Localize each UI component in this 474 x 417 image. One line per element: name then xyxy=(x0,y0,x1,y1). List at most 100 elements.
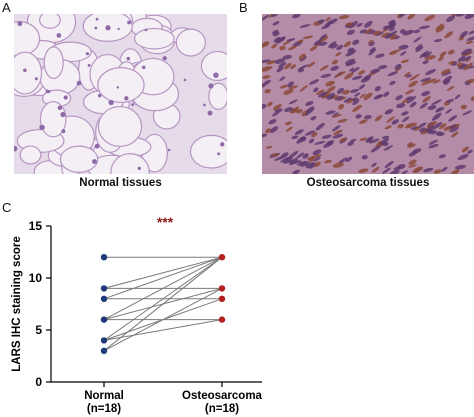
tumor-nucleus xyxy=(337,118,348,123)
tumor-nucleus xyxy=(335,71,346,77)
tumor-nucleus xyxy=(407,14,416,20)
tumor-nucleus xyxy=(338,15,350,20)
tumor-nucleus xyxy=(440,68,451,75)
tumor-nucleus xyxy=(410,126,418,130)
tumor-nucleus xyxy=(422,96,431,103)
tumor-nucleus xyxy=(331,125,341,132)
pair-line xyxy=(103,256,223,300)
tumor-nucleus xyxy=(320,91,330,99)
tumor-nucleus xyxy=(349,67,355,72)
tumor-nucleus xyxy=(408,159,417,165)
tumor-nucleus xyxy=(331,113,342,118)
tumor-nucleus xyxy=(326,85,336,94)
tumor-nucleus xyxy=(427,105,437,110)
tumor-nucleus xyxy=(328,18,338,25)
nucleus xyxy=(87,63,91,67)
tumor-nucleus xyxy=(300,136,307,142)
nucleus xyxy=(39,124,45,131)
x-category-label: (n=18) xyxy=(87,403,121,415)
normal-data-point xyxy=(100,337,108,344)
tumor-nucleus xyxy=(438,56,444,62)
nucleus xyxy=(162,56,167,61)
nucleus xyxy=(14,145,18,152)
osteosarcoma-tissue-micrograph xyxy=(262,14,474,174)
tumor-nucleus xyxy=(466,36,474,41)
tumor-nucleus xyxy=(321,134,332,139)
tumor-nucleus xyxy=(394,63,402,70)
nucleus xyxy=(92,159,97,164)
tumor-nucleus xyxy=(464,14,474,19)
adipocyte xyxy=(208,82,227,110)
tumor-nucleus xyxy=(347,140,355,147)
nucleus xyxy=(94,26,98,30)
tumor-nucleus xyxy=(462,110,473,116)
tumor-nucleus xyxy=(401,116,410,123)
adipocyte xyxy=(97,67,145,104)
tumor-nucleus xyxy=(425,69,436,76)
tumor-nucleus xyxy=(467,149,473,154)
tumor-nucleus xyxy=(370,145,381,153)
tumor-nucleus xyxy=(351,66,360,73)
tumor-nucleus xyxy=(359,137,367,142)
tumor-nucleus xyxy=(262,75,271,79)
nucleus xyxy=(95,17,99,21)
x-category-label: (n=18) xyxy=(205,403,239,415)
tumor-nucleus xyxy=(307,61,316,68)
tumor-nucleus xyxy=(346,97,355,104)
tumor-nucleus xyxy=(262,66,273,72)
tumor-nucleus xyxy=(448,115,458,122)
tumor-nucleus xyxy=(288,99,298,105)
tumor-nucleus xyxy=(336,44,344,51)
tumor-nucleus xyxy=(302,35,314,39)
significance-marker: *** xyxy=(157,214,174,230)
tumor-nucleus xyxy=(304,130,316,136)
tumor-nucleus xyxy=(446,15,456,23)
tumor-nucleus xyxy=(313,87,319,93)
tumor-nucleus xyxy=(334,95,344,101)
tumor-nucleus xyxy=(384,160,394,169)
adipocyte xyxy=(39,14,61,29)
tumor-nucleus xyxy=(391,119,399,125)
tumor-nucleus xyxy=(353,92,361,97)
tumor-nucleus xyxy=(284,121,293,126)
tumor-nucleus xyxy=(292,169,300,174)
tumor-nucleus xyxy=(441,166,448,172)
tumor-nucleus xyxy=(368,40,374,44)
tumor-nucleus xyxy=(328,41,337,48)
tumor-nucleus xyxy=(284,62,292,70)
tumor-nucleus xyxy=(383,91,390,97)
tumor-nucleus xyxy=(276,36,286,42)
tumor-nucleus xyxy=(359,29,367,34)
tumor-nucleus xyxy=(317,91,328,98)
tumor-nucleus xyxy=(288,45,298,51)
tumor-nucleus xyxy=(389,80,396,86)
tumor-nucleus xyxy=(313,39,322,46)
nucleus xyxy=(219,142,225,147)
normal-data-point xyxy=(100,285,108,292)
tumor-nucleus xyxy=(459,31,468,38)
tumor-nucleus xyxy=(325,140,335,146)
nucleus xyxy=(105,25,111,31)
tumor-nucleus xyxy=(294,129,304,135)
tumor-nucleus xyxy=(345,58,356,65)
tumor-nucleus xyxy=(296,161,307,166)
tumor-nucleus xyxy=(262,14,270,21)
tumor-nucleus xyxy=(271,110,280,117)
y-axis-label: LARS IHC staining score xyxy=(11,236,23,371)
tumor-nucleus xyxy=(433,169,442,174)
adipocyte xyxy=(39,100,67,138)
tumor-nucleus xyxy=(390,49,402,54)
nucleus xyxy=(183,78,187,82)
tumor-nucleus xyxy=(269,153,280,157)
tumor-nucleus xyxy=(345,61,357,67)
tumor-nucleus xyxy=(279,76,286,82)
tumor-nucleus xyxy=(342,89,350,95)
nucleus xyxy=(203,103,206,107)
normal-data-point xyxy=(100,347,108,354)
tumor-nucleus xyxy=(403,71,411,77)
tumor-nucleus xyxy=(319,33,327,41)
tumor-nucleus xyxy=(398,14,408,17)
tumor-nucleus xyxy=(352,104,362,113)
tumor-nucleus xyxy=(363,92,373,101)
nucleus xyxy=(213,72,219,78)
